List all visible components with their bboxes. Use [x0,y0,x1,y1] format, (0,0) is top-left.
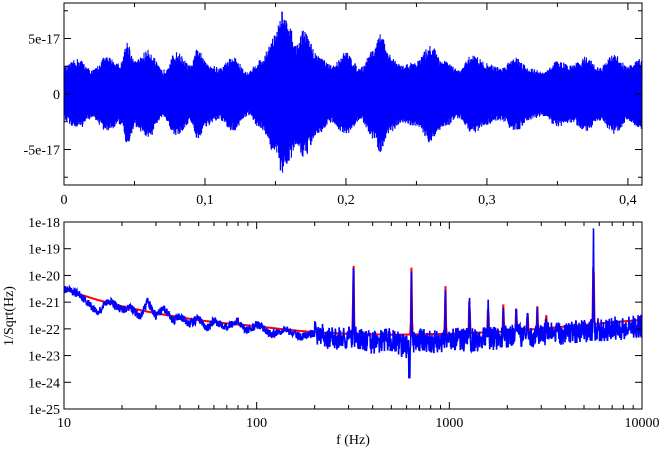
spectrum-x-tick-label: 100 [246,416,267,431]
waveform-line [63,11,643,173]
waveform-y-axis: 5e-17 0 -5e-17 [23,10,642,178]
spectrum-y-axis: 1e-18 1e-19 1e-20 1e-21 1e-22 1e-23 1e-24 1e-25 [28,216,642,418]
waveform-x-tick-label: 0,2 [337,193,355,208]
spectrum-y-tick-label: 1e-20 [28,269,60,284]
spectrum-y-tick-label: 1e-22 [28,323,60,338]
spectrum-x-axis: 10 100 1000 10000 [57,222,660,431]
waveform-y-tick-label: 5e-17 [28,33,60,48]
waveform-x-tick-label: 0,3 [478,193,496,208]
spectrum-x-tick-label: 10000 [625,416,660,431]
waveform-panel: 5e-17 0 -5e-17 0 0,1 0,2 0,3 0,4 [23,2,643,208]
spectrum-y-tick-label: 1e-24 [28,376,60,391]
waveform-x-tick-label: 0,4 [619,193,637,208]
spectrum-y-axis-label: 1/Sqrt(Hz) [2,286,17,346]
waveform-x-tick-label: 0,1 [196,193,214,208]
spectrum-y-tick-label: 1e-23 [28,350,60,365]
spectrum-x-tick-label: 1000 [435,416,463,431]
waveform-series [63,11,643,173]
spectrum-y-tick-label: 1e-19 [28,243,60,258]
spectrum-y-tick-label: 1e-25 [28,403,60,418]
spectrum-y-tick-label: 1e-21 [28,296,60,311]
spectrum-plot-frame [63,221,643,410]
waveform-x-tick-label: 0 [61,193,68,208]
waveform-y-tick-label: -5e-17 [23,143,60,158]
waveform-x-axis: 0 0,1 0,2 0,3 0,4 [61,3,637,208]
spectrum-y-tick-label: 1e-18 [28,216,60,231]
spectrum-measured-line [64,228,642,379]
spectrum-x-axis-label: f (Hz) [336,433,370,448]
waveform-y-tick-label: 0 [53,88,60,103]
spectrum-series [64,228,642,379]
spectrum-panel: 1e-18 1e-19 1e-20 1e-21 1e-22 1e-23 1e-24 1e-25… [2,216,660,448]
spectrum-x-tick-label: 10 [57,416,71,431]
